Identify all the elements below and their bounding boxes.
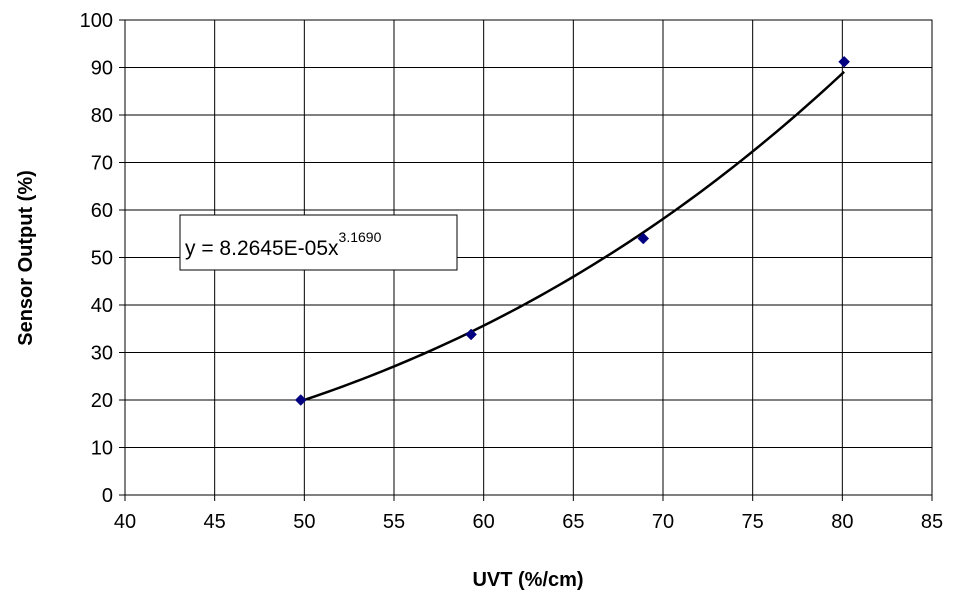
x-tick-label: 70: [652, 511, 674, 533]
data-point-diamond: [465, 328, 477, 341]
y-tick-labels: 0 10 20 30 40 50 60 70 80 90 100: [80, 10, 113, 507]
y-tick-label: 50: [91, 248, 113, 270]
y-tick-label: 10: [91, 438, 113, 460]
equation-exponent: 3.1690: [339, 229, 382, 245]
data-point-diamond: [294, 394, 307, 406]
equation-box: y = 8.2645E-05x3.1690: [179, 214, 458, 271]
x-axis-title: UVT (%/cm): [472, 569, 583, 591]
y-axis-title: Sensor Output (%): [15, 170, 37, 346]
y-tick-label: 60: [91, 200, 113, 222]
y-tick-label: 40: [91, 295, 113, 317]
x-tick-label: 65: [562, 511, 584, 533]
y-tick-label: 30: [91, 343, 113, 365]
x-tick-label: 85: [921, 511, 943, 533]
x-tick-label: 40: [114, 511, 136, 533]
axis-ticks: [119, 19, 933, 501]
y-tick-label: 70: [91, 153, 113, 175]
x-tick-label: 60: [473, 511, 495, 533]
data-point-diamond: [637, 232, 650, 245]
x-tick-label: 75: [742, 511, 764, 533]
y-tick-label: 80: [91, 105, 113, 127]
x-tick-label: 80: [831, 511, 853, 533]
equation-base: y = 8.2645E-05x: [185, 237, 339, 260]
y-tick-label: 0: [102, 485, 113, 507]
data-points: [294, 55, 850, 406]
power-trendline: [300, 70, 845, 403]
data-point-diamond: [838, 55, 850, 68]
y-tick-label: 90: [91, 58, 113, 80]
x-tick-label: 55: [383, 511, 405, 533]
y-tick-label: 20: [91, 390, 113, 412]
x-tick-label: 45: [204, 511, 226, 533]
x-tick-labels: 40 45 50 55 60 65 70 75 80 85: [114, 511, 943, 533]
y-tick-label: 100: [80, 10, 113, 32]
x-tick-label: 50: [293, 511, 315, 533]
trendline-equation: y = 8.2645E-05x3.1690: [185, 229, 382, 260]
